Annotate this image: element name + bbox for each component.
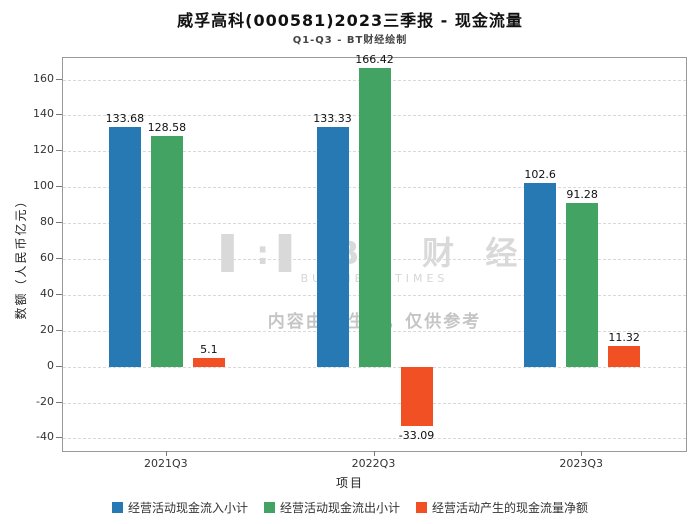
bar [108, 126, 141, 367]
x-tick-mark [581, 451, 583, 456]
y-tick-label: -40 [36, 430, 54, 444]
bar [566, 202, 599, 367]
legend-swatch [263, 502, 275, 513]
x-tick-mark [165, 451, 167, 456]
legend-label: 经营活动现金流入小计 [127, 501, 248, 515]
y-tick-label: 160 [33, 71, 54, 85]
x-tick-label: 2022Q3 [351, 457, 396, 470]
y-tick-mark [56, 78, 62, 80]
y-tick-mark [56, 222, 62, 224]
bar-value-label: 128.58 [147, 120, 187, 134]
bar-value-label: 91.28 [566, 187, 598, 201]
bar-value-label: -33.09 [398, 429, 435, 443]
chart-title: 威孚高科(000581)2023三季报 - 现金流量 [177, 11, 523, 30]
y-tick-mark [56, 401, 62, 403]
bar-value-label: 166.42 [355, 53, 394, 67]
x-axis-label: 项目 [335, 476, 364, 490]
y-tick-mark [56, 293, 62, 295]
y-tick-label: 100 [33, 179, 54, 193]
x-tick-label: 2021Q3 [144, 457, 188, 470]
legend-label: 经营活动产生的现金流量净额 [432, 501, 589, 515]
y-tick-label: 140 [33, 107, 54, 121]
legend-swatch [416, 502, 427, 513]
bar-value-label: 133.68 [105, 111, 145, 125]
y-tick-label: 20 [40, 322, 54, 336]
bar-value-label: 5.1 [200, 342, 218, 356]
x-tick-mark [373, 451, 375, 456]
bar [358, 68, 391, 367]
bar-value-label: 102.6 [524, 167, 556, 181]
bar [150, 135, 183, 367]
bar-value-label: 11.32 [608, 331, 640, 345]
y-tick-mark [56, 186, 62, 188]
bar-value-label: 133.33 [313, 112, 352, 126]
y-tick-mark [56, 437, 62, 439]
legend-swatch [111, 502, 123, 513]
chart-subtitle: Q1-Q3 - BT财经绘制 [292, 35, 408, 46]
legend-item: 经营活动现金流入小计 [111, 499, 248, 516]
y-tick-label: 80 [40, 215, 54, 229]
chart-legend: 经营活动现金流入小计 经营活动现金流出小计 经营活动产生的现金流量净额 [0, 499, 700, 516]
legend-label: 经营活动现金流出小计 [279, 501, 400, 515]
y-tick-mark [56, 257, 62, 259]
y-tick-mark [56, 114, 62, 116]
bar [192, 357, 225, 367]
legend-item: 经营活动产生的现金流量净额 [416, 499, 588, 516]
y-tick-mark [56, 329, 62, 331]
plot-area: ▌:▌ BT 财 经 BUSINESS TIMES 内容由AI生成，仅供参考 1… [62, 53, 687, 452]
gridline [63, 438, 686, 440]
y-tick-mark [56, 150, 62, 152]
y-tick-mark [56, 365, 62, 367]
gridline [63, 366, 686, 368]
bar [316, 127, 349, 367]
y-tick-label: 120 [33, 143, 54, 157]
bar [608, 346, 641, 367]
bar [524, 182, 557, 367]
x-tick-label: 2023Q3 [559, 457, 603, 470]
bar [400, 366, 433, 427]
legend-item: 经营活动现金流出小计 [263, 499, 400, 516]
y-tick-label: -20 [36, 394, 54, 408]
y-tick-label: 60 [40, 250, 54, 264]
y-tick-label: 40 [40, 286, 54, 300]
y-tick-label: 0 [47, 358, 54, 372]
bt-logo-mark: ▌:▌ [221, 234, 314, 272]
gridline [63, 402, 686, 404]
